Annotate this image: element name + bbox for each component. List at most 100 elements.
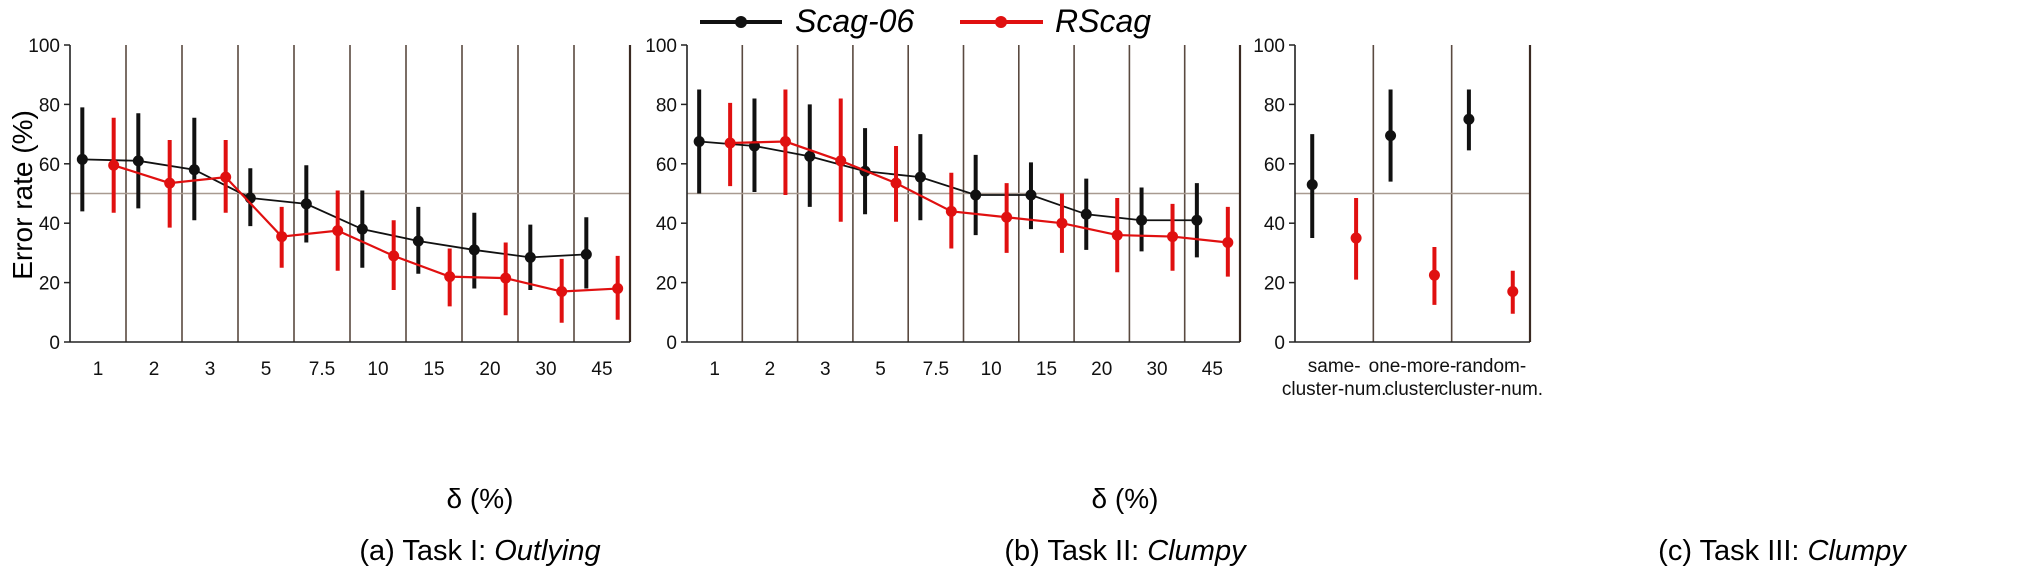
- data-point-scag-06: [1080, 208, 1092, 220]
- data-point-rscag: [1111, 229, 1123, 241]
- caption-b: (b) Task II: Clumpy: [1004, 535, 1247, 567]
- series-line-scag-06: [82, 158, 587, 259]
- data-point-rscag: [164, 177, 176, 189]
- data-point-rscag: [835, 155, 847, 167]
- caption-a: (a) Task I: Outlying: [359, 535, 600, 567]
- x-tick-label: 3: [205, 359, 216, 380]
- y-tick-label: 0: [49, 333, 60, 354]
- series-line-rscag: [730, 140, 1228, 244]
- data-point-scag-06: [1136, 214, 1148, 226]
- x-tick-label: 10: [981, 359, 1002, 380]
- data-point-rscag: [724, 137, 736, 149]
- panel-b: δ (%) (b) Task II: Clumpy 0 20 40 60 80 100 1 2…: [645, 36, 1247, 567]
- y-tick-label: 100: [28, 36, 60, 57]
- data-point-rscag: [890, 177, 902, 189]
- x-axis-title-b: δ (%): [1092, 483, 1159, 514]
- x-category-label: random-: [1455, 356, 1526, 377]
- data-point-scag-06: [1306, 179, 1318, 191]
- x-category-label: cluster-num.: [1439, 379, 1544, 400]
- data-point-rscag: [1001, 211, 1013, 223]
- data-point-rscag: [612, 283, 624, 295]
- y-tick-label: 40: [39, 214, 60, 235]
- data-point-scag-06: [693, 136, 705, 148]
- data-point-scag-06: [412, 235, 424, 247]
- data-point-scag-06: [914, 171, 926, 183]
- caption-b-italic: Clumpy: [1147, 535, 1247, 567]
- y-tick-label: 20: [39, 274, 60, 295]
- series-line-scag-06: [699, 140, 1197, 222]
- data-point-scag-06: [356, 223, 368, 235]
- y-tick-label: 20: [656, 274, 677, 295]
- x-axis-title-a: δ (%): [447, 483, 514, 514]
- x-category-label: one-more-: [1369, 356, 1457, 377]
- data-point-rscag: [556, 286, 568, 298]
- panel-c: (c) Task III: Clumpy 0 20 40 60 80 100 same-cl…: [1253, 36, 1907, 567]
- x-tick-label: 7.5: [923, 359, 949, 380]
- y-tick-label: 20: [1264, 274, 1285, 295]
- data-point-rscag: [500, 272, 512, 284]
- y-tick-label: 0: [1274, 333, 1285, 354]
- data-point-rscag: [1222, 237, 1234, 249]
- x-tick-label: 10: [367, 359, 388, 380]
- data-point-rscag: [220, 171, 232, 183]
- x-tick-label: 45: [591, 359, 612, 380]
- y-tick-label: 100: [645, 36, 677, 57]
- caption-a-prefix: (a) Task I:: [359, 535, 494, 567]
- caption-c-prefix: (c) Task III:: [1658, 535, 1807, 567]
- caption-a-italic: Outlying: [494, 535, 600, 567]
- y-tick-label: 80: [656, 95, 677, 116]
- x-category-label: cluster-num.: [1282, 379, 1387, 400]
- caption-c-italic: Clumpy: [1808, 535, 1908, 567]
- x-tick-label: 20: [1091, 359, 1112, 380]
- panel-a: Error rate (%) δ (%) (a) Task I: Outlyin…: [7, 36, 632, 567]
- x-tick-label: 1: [709, 359, 720, 380]
- data-point-scag-06: [524, 251, 536, 263]
- data-point-scag-06: [580, 248, 592, 260]
- data-point-rscag: [1167, 231, 1179, 243]
- data-point-scag-06: [1385, 130, 1397, 142]
- x-tick-label: 30: [535, 359, 556, 380]
- data-point-rscag: [779, 136, 791, 148]
- series-line-rscag: [113, 164, 618, 293]
- data-point-rscag: [388, 250, 400, 262]
- x-tick-label: 30: [1146, 359, 1167, 380]
- data-point-scag-06: [76, 153, 88, 165]
- caption-c: (c) Task III: Clumpy: [1658, 535, 1907, 567]
- data-point-scag-06: [1191, 214, 1203, 226]
- data-point-rscag: [945, 205, 957, 217]
- y-tick-label: 60: [39, 155, 60, 176]
- data-point-rscag: [276, 231, 288, 243]
- y-tick-label: 80: [39, 95, 60, 116]
- y-tick-label: 100: [1253, 36, 1285, 57]
- x-tick-label: 2: [149, 359, 160, 380]
- data-point-scag-06: [804, 150, 816, 162]
- data-point-rscag: [1428, 269, 1440, 281]
- data-point-scag-06: [300, 198, 312, 210]
- legend-label-scag06: Scag-06: [795, 3, 914, 39]
- data-point-rscag: [1507, 286, 1519, 298]
- data-point-scag-06: [468, 244, 480, 256]
- y-tick-label: 0: [666, 333, 677, 354]
- legend: Scag-06 RScag: [700, 3, 1151, 39]
- x-tick-label: 7.5: [309, 359, 335, 380]
- legend-marker-rscag: [995, 16, 1007, 28]
- x-tick-label: 3: [820, 359, 831, 380]
- y-tick-label: 60: [656, 155, 677, 176]
- x-category-label: same-: [1308, 356, 1361, 377]
- data-point-rscag: [332, 225, 344, 237]
- y-tick-label: 40: [1264, 214, 1285, 235]
- x-tick-label: 15: [1036, 359, 1057, 380]
- data-point-rscag: [444, 271, 456, 283]
- data-point-rscag: [1350, 232, 1362, 244]
- data-point-scag-06: [188, 164, 200, 176]
- x-category-label: cluster: [1385, 379, 1442, 400]
- x-tick-label: 45: [1202, 359, 1223, 380]
- data-point-scag-06: [132, 155, 144, 167]
- x-tick-label: 5: [261, 359, 272, 380]
- legend-marker-scag06: [735, 16, 747, 28]
- caption-b-prefix: (b) Task II:: [1004, 535, 1147, 567]
- data-point-scag-06: [1025, 189, 1037, 201]
- x-tick-label: 15: [423, 359, 444, 380]
- y-tick-label: 40: [656, 214, 677, 235]
